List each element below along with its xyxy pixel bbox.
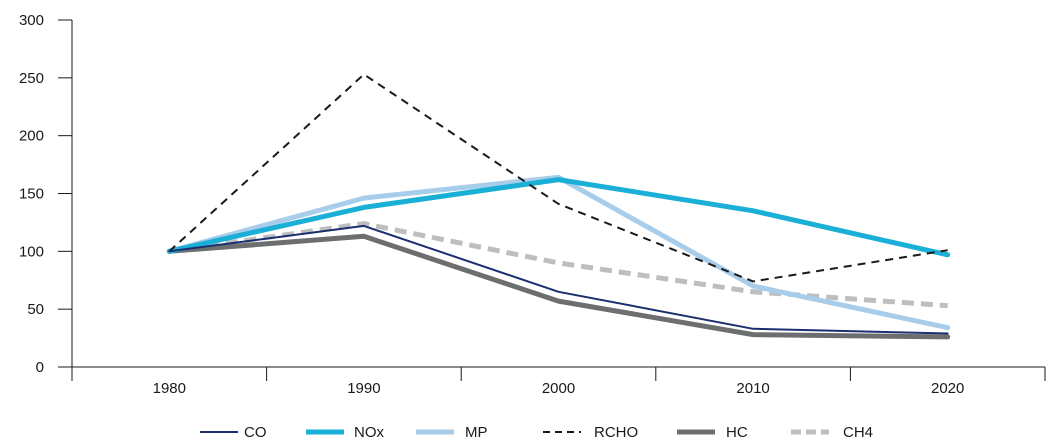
y-tick-label: 200: [19, 128, 44, 145]
x-tick-label: 1980: [153, 380, 186, 397]
series-line-hc: [166, 233, 951, 340]
x-tick-label: 2020: [931, 380, 964, 397]
legend-label: CO: [244, 424, 267, 441]
legend: CO NOx MP RCHO HC CH4: [200, 424, 873, 441]
legend-label: RCHO: [594, 424, 638, 441]
legend-item-rcho: RCHO: [543, 424, 638, 441]
legend-label: HC: [726, 424, 748, 441]
x-axis: 1980 1990 2000 2010 2020: [71, 366, 1046, 397]
y-tick-label: 0: [36, 359, 44, 376]
legend-item-hc: HC: [677, 424, 748, 441]
y-axis: 0 50 100 150 200 250 300: [19, 12, 73, 379]
legend-item-co: CO: [200, 424, 267, 441]
legend-item-ch4: CH4: [791, 424, 873, 441]
x-tick-label: 2010: [736, 380, 769, 397]
legend-label: CH4: [843, 424, 873, 441]
legend-item-mp: MP: [416, 424, 488, 441]
series-line-rcho: [168, 73, 948, 283]
series-line-nox: [166, 177, 951, 258]
legend-label: NOx: [354, 424, 385, 441]
y-tick-label: 50: [27, 301, 44, 318]
legend-item-nox: NOx: [306, 424, 385, 441]
x-tick-label: 2000: [542, 380, 575, 397]
y-tick-label: 250: [19, 70, 44, 87]
y-tick-label: 300: [19, 12, 44, 29]
series-line-ch4: [168, 221, 948, 309]
series-layer: [166, 73, 951, 340]
series-line-co: [168, 224, 949, 335]
legend-label: MP: [465, 424, 488, 441]
x-tick-label: 1990: [347, 380, 380, 397]
y-tick-label: 150: [19, 186, 44, 203]
y-tick-label: 100: [19, 243, 44, 260]
series-line-mp: [166, 174, 951, 331]
